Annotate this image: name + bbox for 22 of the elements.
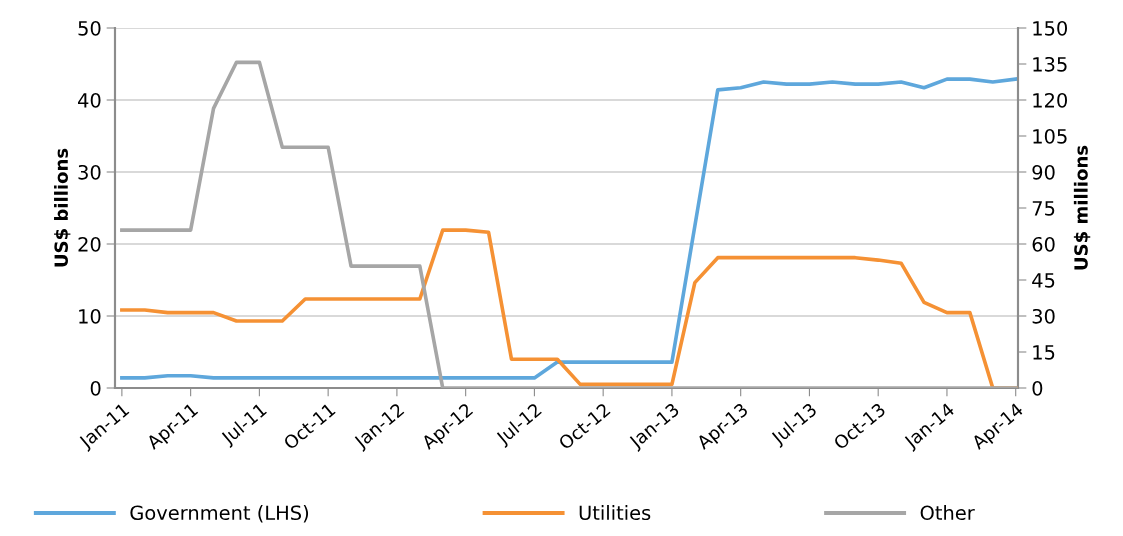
y2-axis-title: US$ millions bbox=[1073, 145, 1091, 270]
legend-label: Government (LHS) bbox=[130, 505, 309, 523]
y2-tick-label: 60 bbox=[1032, 236, 1055, 252]
y2-tick-label: 45 bbox=[1032, 273, 1055, 288]
y-tick-label: 50 bbox=[78, 20, 101, 36]
y-tick-label: 10 bbox=[79, 308, 101, 324]
y2-tick-label: 150 bbox=[1033, 20, 1068, 36]
y2-tick-label: 135 bbox=[1033, 56, 1067, 72]
y2-tick-label: 15 bbox=[1033, 345, 1055, 360]
legend-label: Other bbox=[920, 505, 975, 521]
y-tick-label: 0 bbox=[90, 380, 101, 396]
y2-tick-label: 90 bbox=[1032, 164, 1055, 180]
y-tick-label: 40 bbox=[78, 92, 101, 108]
legend-label: Utilities bbox=[579, 505, 651, 521]
y-tick-label: 30 bbox=[78, 164, 101, 180]
y2-tick-label: 120 bbox=[1033, 92, 1068, 108]
y2-tick-label: 30 bbox=[1032, 308, 1055, 324]
y2-tick-label: 75 bbox=[1032, 201, 1055, 216]
y2-tick-label: 0 bbox=[1032, 380, 1043, 396]
y-tick-label: 20 bbox=[78, 236, 101, 252]
y2-tick-label: 105 bbox=[1033, 128, 1067, 144]
y-axis-title: US$ billions bbox=[54, 148, 71, 267]
